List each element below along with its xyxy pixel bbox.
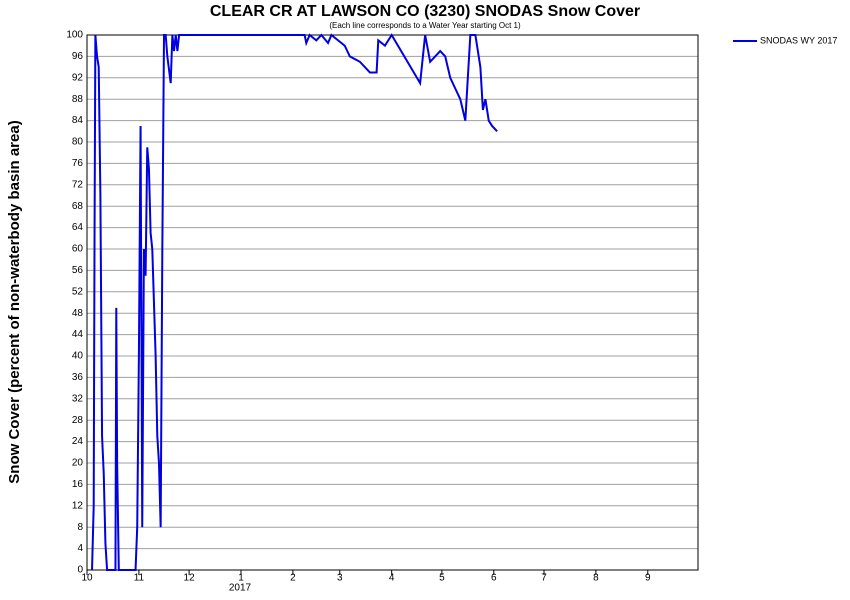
y-axis-label: Snow Cover (percent of non-waterbody bas… (6, 120, 23, 483)
y-tick-label: 44 (72, 329, 84, 340)
y-tick-label: 80 (72, 137, 84, 148)
y-tick-label: 72 (72, 179, 84, 190)
x-tick-label: 7 (541, 573, 547, 584)
y-tick-label: 96 (72, 51, 84, 62)
y-tick-label: 84 (72, 115, 84, 126)
x-tick-label: 6 (491, 573, 497, 584)
y-tick-label: 60 (72, 244, 84, 255)
y-tick-label: 32 (72, 393, 84, 404)
y-tick-label: 28 (72, 415, 84, 426)
plot-frame (86, 34, 699, 571)
y-tick-label: 8 (77, 522, 83, 533)
y-tick-label: 76 (72, 158, 84, 169)
y-tick-label: 24 (72, 436, 84, 447)
chart-subtitle: (Each line corresponds to a Water Year s… (329, 21, 521, 30)
x-tick-label: 4 (389, 573, 395, 584)
y-tick-label: 48 (72, 308, 84, 319)
y-tick-label: 36 (72, 372, 84, 383)
y-tick-label: 40 (72, 351, 84, 362)
y-tick-label: 52 (72, 286, 84, 297)
x-tick-label: 3 (337, 573, 343, 584)
chart-title: CLEAR CR AT LAWSON CO (3230) SNODAS Snow… (210, 3, 640, 20)
x-tick-label: 12 (184, 573, 196, 584)
x-tick-label: 10 (81, 573, 93, 584)
y-tick-label: 56 (72, 265, 84, 276)
data-line (91, 33, 498, 571)
y-tick-label: 16 (72, 479, 84, 490)
x-tick-label: 2 (290, 573, 296, 584)
x-tick-label: 11 (134, 573, 145, 584)
y-tick-label: 4 (77, 543, 83, 554)
y-tick-label: 100 (66, 30, 83, 41)
y-tick-label: 12 (72, 500, 84, 511)
x-tick-label: 1 (238, 573, 244, 584)
y-tick-label: 64 (72, 222, 84, 233)
year-label: 2017 (229, 583, 252, 594)
y-tick-label: 92 (72, 72, 84, 83)
y-tick-label: 88 (72, 94, 84, 105)
y-tick-label: 0 (77, 565, 83, 576)
y-tick-label: 20 (72, 458, 84, 469)
y-tick-label: 68 (72, 201, 84, 212)
x-tick-label: 8 (593, 573, 599, 584)
x-tick-label: 9 (645, 573, 651, 584)
x-tick-label: 5 (439, 573, 445, 584)
legend-label: SNODAS WY 2017 (760, 35, 837, 45)
